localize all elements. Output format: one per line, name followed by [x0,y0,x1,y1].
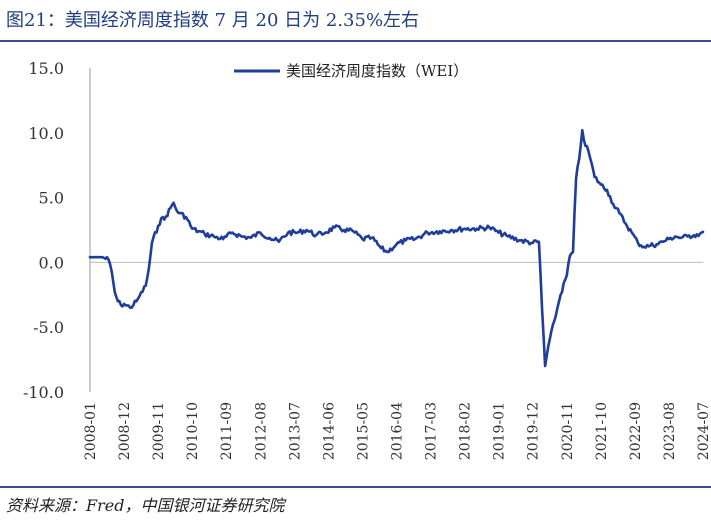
x-tick-label: 2023-08 [662,402,678,460]
x-tick-label: 2013-07 [287,402,303,460]
x-tick-label: 2008-01 [83,402,99,460]
x-tick-label: 2015-05 [355,402,371,460]
x-tick-label: 2019-01 [492,402,508,460]
line-chart: 15.0 10.0 5.0 0.0 -5.0 -10.0 2008-01 2008-12 200… [23,59,711,460]
figure-title: 图21：美国经济周度指数 7 月 20 日为 2.35%左右 [6,10,420,31]
x-tick-label: 2020-11 [560,402,576,460]
x-tick-label: 2019-12 [526,402,542,460]
legend-label: 美国经济周度指数（WEI） [286,62,468,80]
x-tick-label: 2024-07 [696,402,711,460]
x-tick-label: 2009-11 [151,402,167,460]
chart-area: 15.0 10.0 5.0 0.0 -5.0 -10.0 2008-01 2008-12 200… [0,42,711,486]
y-tick-label: 5.0 [39,189,64,208]
x-tick-label: 2010-10 [185,402,201,460]
series-line [88,128,705,368]
x-tick-label: 2014-06 [321,402,337,460]
x-tick-label: 2017-03 [424,402,440,460]
y-tick-label: -5.0 [33,318,64,337]
x-tick-label: 2011-09 [219,402,235,460]
source-note: 资料来源：Fred，中国银河证券研究院 [6,496,285,515]
x-tick-label: 2016-04 [390,402,406,460]
source-bar: 资料来源：Fred，中国银河证券研究院 [0,486,711,520]
figure-title-bar: 图21：美国经济周度指数 7 月 20 日为 2.35%左右 [0,0,711,42]
y-tick-label: 0.0 [39,253,64,272]
y-tick-label: 10.0 [28,124,64,143]
x-tick-label: 2008-12 [117,402,133,460]
x-tick-label: 2021-10 [594,402,610,460]
x-tick-label: 2022-09 [628,402,644,460]
y-tick-label: -10.0 [23,383,64,402]
y-tick-label: 15.0 [28,59,64,78]
x-tick-label: 2018-02 [458,402,474,460]
x-tick-label: 2012-08 [253,402,269,460]
